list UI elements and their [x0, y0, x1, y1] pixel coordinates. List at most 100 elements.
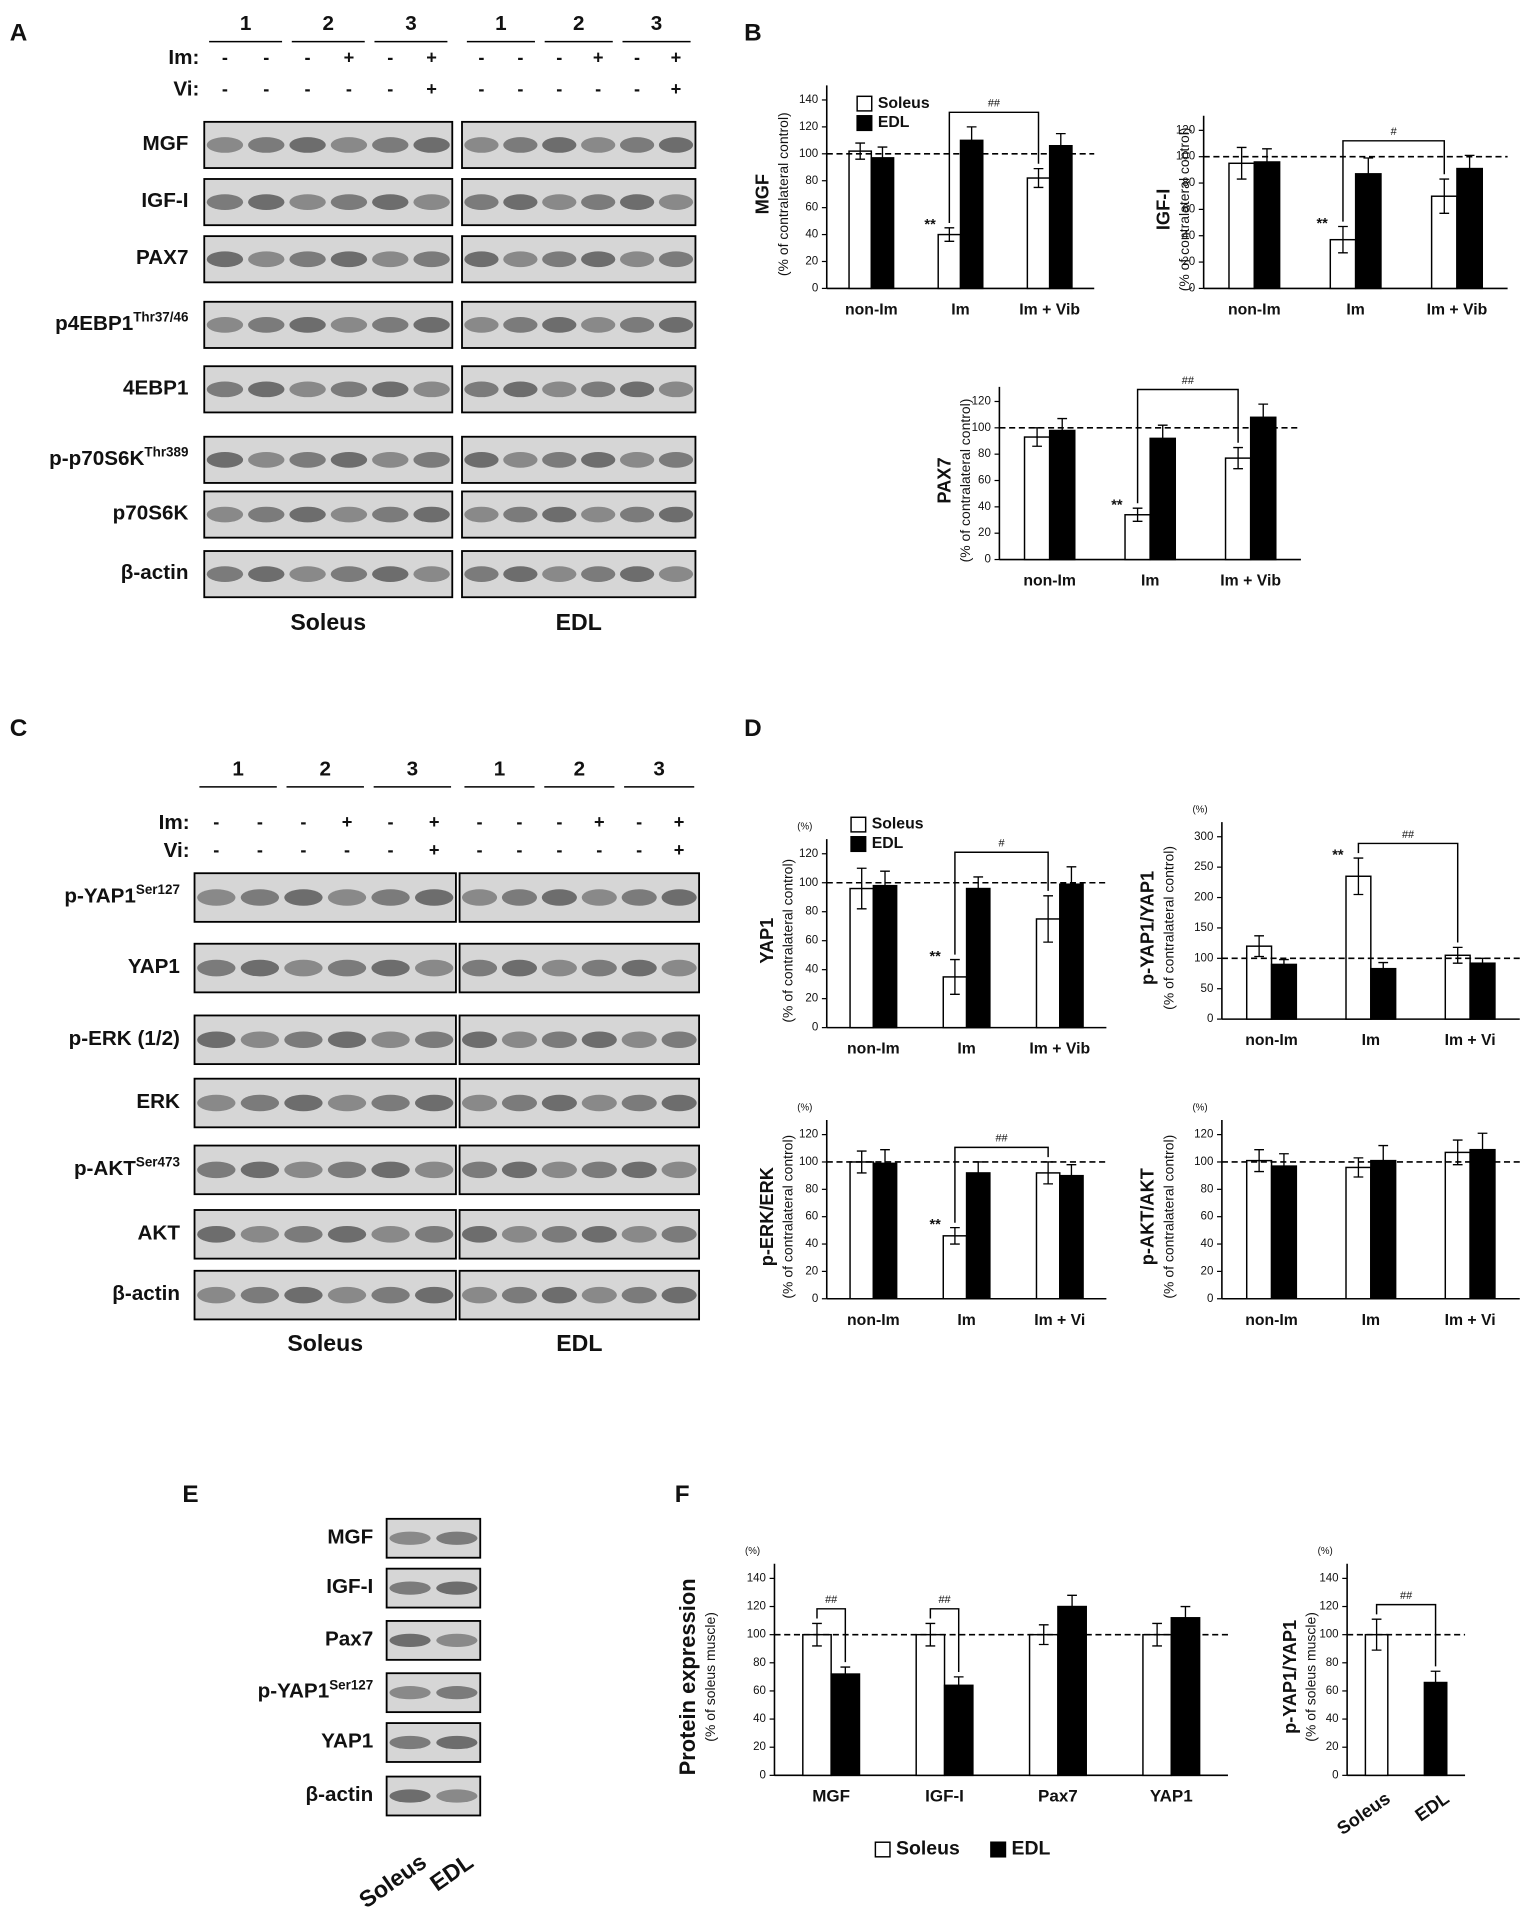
blot-band [413, 506, 450, 523]
error-bar [880, 870, 890, 901]
blot-band [581, 506, 616, 523]
blot-band [461, 959, 498, 977]
blot-band [330, 251, 368, 268]
blot-band [371, 1161, 410, 1179]
blot-band [542, 381, 577, 398]
blot-band [461, 1286, 498, 1304]
bar [1059, 883, 1084, 1029]
treatment-sign: - [305, 78, 311, 99]
bar [1149, 437, 1177, 561]
blot-band [581, 251, 616, 268]
blot-band [206, 251, 244, 268]
blot-band [389, 1581, 431, 1595]
blot-band [581, 889, 617, 906]
blot-band [436, 1581, 478, 1595]
blot-band [197, 1226, 236, 1243]
y-tick-label: 300 [1194, 831, 1213, 843]
blot-band [621, 1286, 657, 1304]
blot-band [461, 1031, 498, 1049]
blot-band [330, 506, 368, 523]
significance-bracket [816, 1608, 847, 1663]
blot-band [541, 1094, 577, 1112]
blot-band [327, 1094, 367, 1112]
treatment-sign: - [387, 46, 393, 67]
blot-strip [461, 435, 697, 484]
error-bar [1066, 1164, 1077, 1188]
blot-band [389, 1735, 431, 1750]
blot-band [621, 1226, 657, 1243]
annotation: ** [929, 949, 941, 965]
lane-group: 1 [240, 12, 252, 35]
blot-band [541, 959, 577, 977]
x-tick-label: YAP1 [1150, 1787, 1193, 1806]
x-tick-label: non-Im [1245, 1032, 1298, 1049]
significance-bracket [1136, 388, 1239, 504]
y-axis-sublabel: (% of contralateral control) [1160, 846, 1176, 1010]
blot-band [619, 317, 655, 333]
blot-band [389, 1789, 431, 1803]
x-tick-label: non-Im [845, 301, 898, 318]
blot-band [581, 381, 616, 398]
blot-band [413, 451, 450, 468]
blot-band [330, 137, 368, 153]
treatment-sign: - [476, 839, 482, 860]
treatment-sign: - [476, 811, 482, 832]
x-tick-label: IGF-I [925, 1787, 964, 1806]
blot-band [541, 889, 577, 906]
error-bar [953, 1676, 964, 1695]
error-bar [1033, 167, 1044, 189]
x-tick-label: Pax7 [1038, 1787, 1078, 1806]
treatment-sign: - [517, 78, 523, 99]
blot-band [389, 1531, 431, 1545]
blot-strip [193, 1014, 457, 1066]
blot-band [619, 566, 655, 582]
blot-band [414, 1094, 454, 1112]
protein-site: Thr389 [144, 444, 188, 459]
x-tick-label: Im [1346, 301, 1364, 318]
y-tick-label: 40 [978, 501, 991, 513]
blot-band [658, 251, 694, 268]
blot-band [436, 1686, 478, 1700]
treatment-sign: + [594, 811, 605, 832]
unit-label: (%) [797, 1102, 812, 1113]
blot-band [327, 889, 367, 906]
blot-band [372, 194, 409, 210]
blot-band [581, 194, 616, 210]
blot-band [619, 451, 655, 468]
blot-band [541, 1286, 577, 1304]
lane-group: 3 [653, 757, 665, 780]
unit-label: (%) [797, 822, 812, 833]
blot-strip [193, 1077, 457, 1129]
blot-strip [458, 1269, 701, 1321]
blot-band [371, 1031, 410, 1049]
blot-band [501, 1094, 538, 1112]
y-tick-label: 20 [753, 1741, 766, 1753]
bar [872, 884, 898, 1029]
blot-band [327, 1226, 367, 1243]
bar [1270, 1165, 1298, 1300]
treatment-sign: + [429, 811, 440, 832]
blot-strip [461, 120, 697, 169]
blot-strip [458, 1077, 701, 1129]
y-tick-label: 20 [978, 527, 991, 539]
blot-label: p-ERK (1/2) [69, 1027, 180, 1050]
error-bar [1180, 1605, 1191, 1630]
bar [1370, 967, 1397, 1020]
y-tick-label: 100 [972, 422, 991, 434]
treatment-label: Im: [159, 811, 190, 834]
y-tick-label: 80 [805, 906, 818, 918]
tissue-label: EDL [425, 1848, 478, 1896]
blot-band [240, 1031, 280, 1049]
blot-band [503, 317, 538, 333]
blot-band [436, 1789, 478, 1803]
y-tick-label: 0 [760, 1769, 766, 1781]
blot-band [371, 889, 410, 906]
treatment-sign: - [634, 78, 640, 99]
blot-band [501, 1031, 538, 1049]
blot-band [464, 194, 499, 210]
blot-band [619, 506, 655, 523]
treatment-sign: - [478, 46, 484, 67]
blot-strip [203, 120, 454, 169]
annotation: ** [929, 1217, 941, 1233]
blot-strip [193, 1269, 457, 1321]
